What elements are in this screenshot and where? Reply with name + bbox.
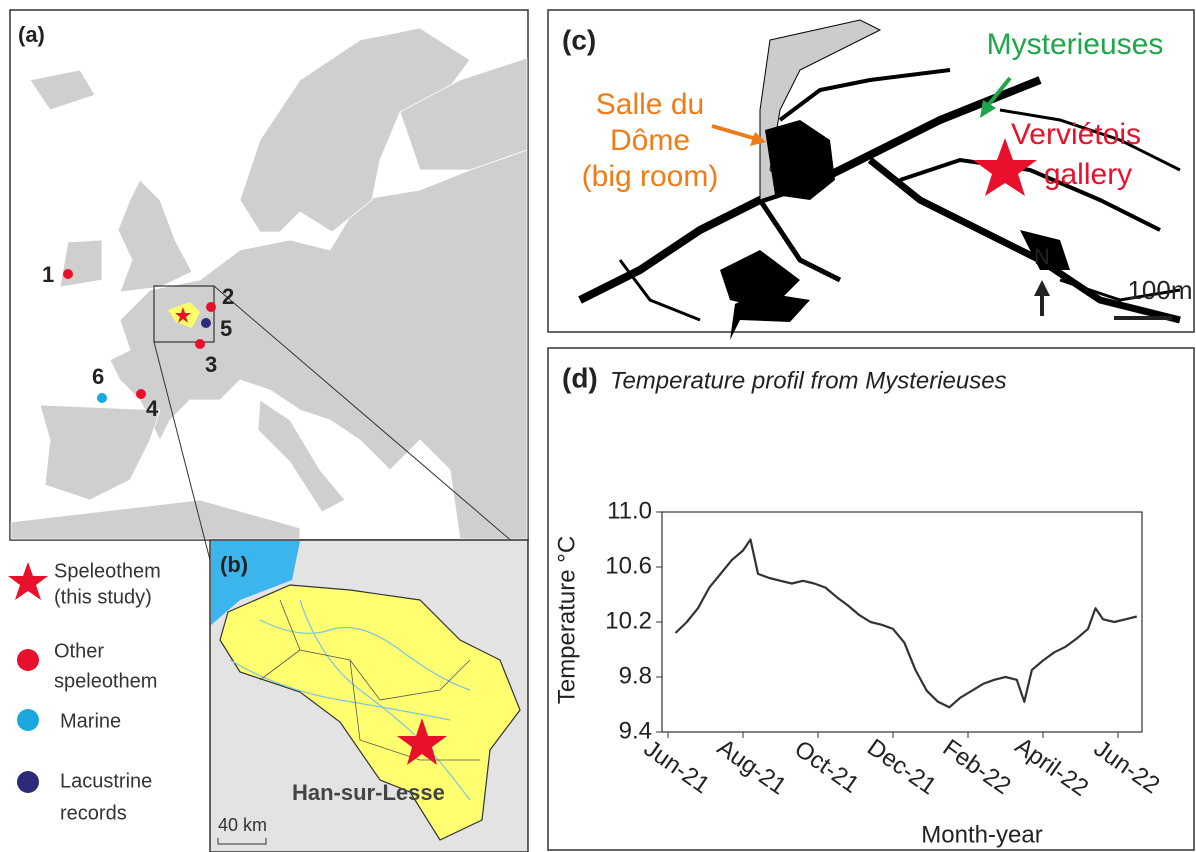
room-label: Salle du (596, 88, 704, 121)
legend-label: Speleothem (54, 560, 161, 582)
site-label: Mysterieuses (987, 28, 1164, 61)
scale-label: 40 km (218, 815, 267, 835)
panel-label: (a) (18, 22, 45, 47)
place-label: Han-sur-Lesse (292, 780, 445, 805)
room-label: (big room) (582, 160, 719, 193)
legend-label: records (60, 802, 127, 824)
chart-title: Temperature profil from Mysterieuses (610, 367, 1007, 394)
legend-label: speleothem (54, 670, 157, 692)
site-marker (97, 393, 107, 403)
site-marker (136, 389, 146, 399)
gallery-label: Verviétois (1011, 118, 1141, 151)
site-label: 1 (42, 262, 54, 287)
y-axis-title: Temperature °C (553, 536, 580, 704)
site-label: 2 (222, 284, 234, 309)
legend-star (8, 562, 48, 600)
site-label: 6 (92, 364, 104, 389)
legend-marker (17, 709, 39, 731)
site-marker (206, 302, 216, 312)
legend-marker (17, 771, 39, 793)
legend-marker (17, 649, 39, 671)
y-tick-label: 10.2 (605, 607, 652, 634)
y-tick-label: 9.8 (619, 662, 652, 689)
site-marker (201, 318, 211, 328)
panel-d-frame (548, 348, 1194, 850)
room-label: Dôme (610, 124, 690, 157)
gallery-label: gallery (1044, 158, 1132, 191)
site-label: 3 (205, 352, 217, 377)
site-label: 4 (146, 396, 159, 421)
north-label: N (1034, 244, 1050, 269)
panel-label: (b) (220, 552, 248, 577)
y-tick-label: 9.4 (619, 717, 652, 744)
x-axis-title: Month-year (921, 821, 1042, 848)
legend-label: Lacustrine (60, 770, 152, 792)
site-marker (63, 269, 73, 279)
legend-label: (this study) (54, 586, 152, 608)
site-marker (195, 339, 205, 349)
site-label: 5 (220, 316, 232, 341)
panel-label: (c) (562, 24, 596, 55)
panel-label: (d) (562, 362, 598, 393)
figure: (a) 1 2 3 4 5 6 Speleothem (this study) … (0, 0, 1196, 852)
y-tick-label: 10.6 (605, 552, 652, 579)
y-tick-label: 11.0 (607, 497, 652, 524)
scale-label: 100m (1127, 275, 1192, 305)
legend-label: Marine (60, 710, 121, 732)
legend-label: Other (54, 640, 104, 662)
